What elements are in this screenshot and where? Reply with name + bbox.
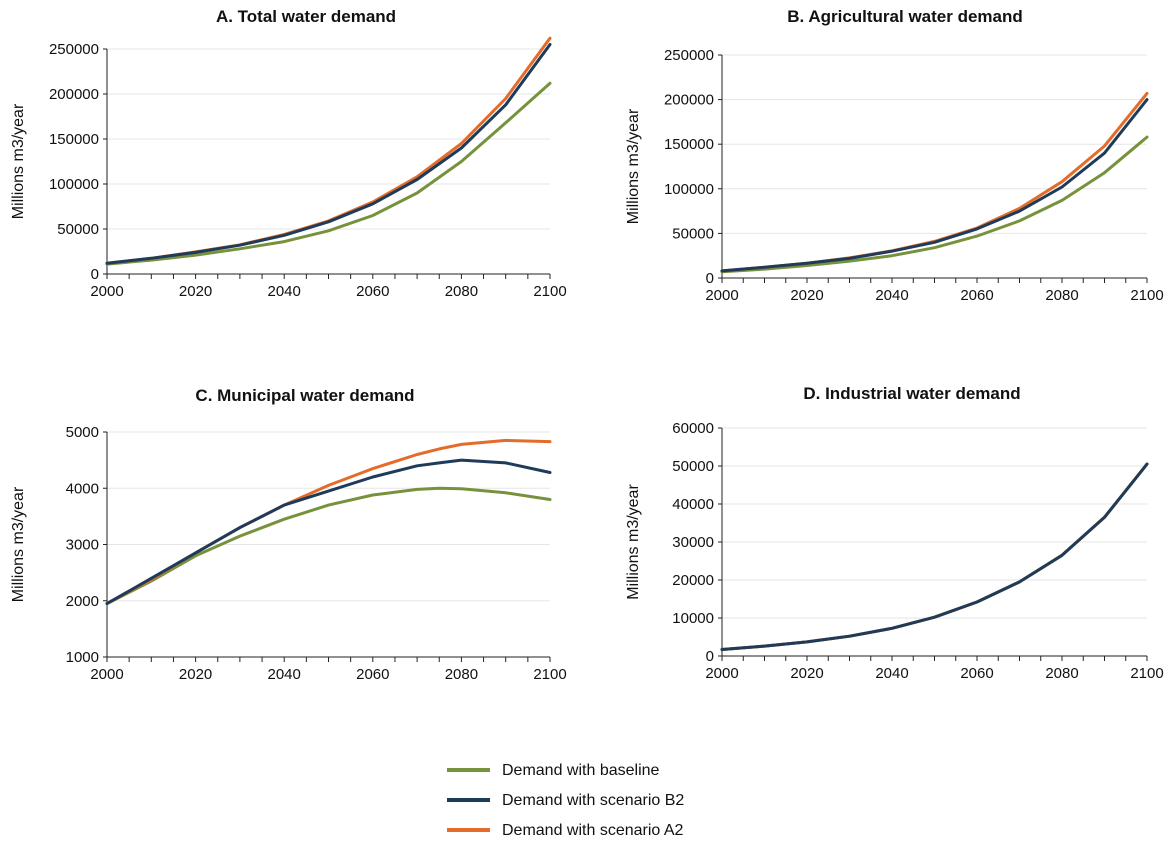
series-line-a2	[720, 462, 1149, 651]
y-tick-label: 50000	[672, 225, 714, 242]
x-tick-label: 2100	[1130, 665, 1163, 682]
x-tick-label: 2080	[445, 283, 478, 300]
y-axis-label: Millions m3/year	[625, 484, 642, 600]
series-line-a2	[720, 91, 1149, 273]
y-tick-label: 200000	[49, 86, 99, 103]
x-tick-label: 2040	[875, 287, 908, 304]
series-line-baseline	[105, 486, 552, 606]
series-line-b2	[105, 458, 552, 606]
series-line-baseline	[720, 135, 1149, 274]
x-tick-label: 2000	[705, 665, 738, 682]
x-tick-label: 2060	[960, 665, 993, 682]
chart-panel-c: C. Municipal water demand100020003000400…	[10, 386, 567, 683]
x-tick-label: 2100	[1130, 287, 1163, 304]
y-tick-label: 3000	[66, 537, 99, 554]
legend-label-baseline: Demand with baseline	[502, 762, 660, 779]
series-line-a2	[105, 438, 552, 606]
series-line-baseline	[720, 462, 1149, 651]
chart-title: C. Municipal water demand	[195, 386, 414, 405]
x-tick-label: 2060	[960, 287, 993, 304]
x-tick-label: 2000	[90, 666, 123, 683]
x-tick-label: 2000	[705, 287, 738, 304]
series-line-b2	[105, 43, 552, 265]
y-tick-label: 0	[706, 270, 714, 287]
y-axis-label: Millions m3/year	[625, 108, 642, 224]
y-tick-label: 50000	[672, 458, 714, 475]
chart-panels: A. Total water demand0500001000001500002…	[10, 7, 1164, 683]
chart-title: D. Industrial water demand	[803, 384, 1020, 403]
y-tick-label: 200000	[664, 92, 714, 109]
chart-panel-a: A. Total water demand 0 50000 100000 150000 2…	[10, 7, 567, 300]
y-tick-label: 100000	[49, 176, 99, 193]
chart-title: A. Total water demand	[216, 7, 396, 26]
x-tick-label: 2100	[533, 666, 566, 683]
x-tick-label: 2020	[790, 665, 823, 682]
legend-label-b2: Demand with scenario B2	[502, 792, 684, 809]
y-tick-label: 1000	[66, 649, 99, 666]
y-axis-label: Millions m3/year	[10, 103, 27, 219]
y-tick-label: 5000	[66, 424, 99, 441]
y-tick-label: 250000	[49, 41, 99, 58]
chart-panel-d: D. Industrial water demand 0 10000 20000 300…	[625, 384, 1164, 682]
series-line-b2	[720, 462, 1149, 651]
series-line-b2	[720, 98, 1149, 273]
x-tick-label: 2080	[1045, 665, 1078, 682]
legend: Demand with baseline Demand with scenario…	[447, 762, 684, 839]
x-tick-label: 2020	[790, 287, 823, 304]
x-tick-label: 2100	[533, 283, 566, 300]
x-tick-label: 2000	[90, 283, 123, 300]
x-tick-label: 2060	[356, 666, 389, 683]
y-tick-label: 150000	[49, 131, 99, 148]
x-tick-label: 2080	[445, 666, 478, 683]
x-tick-label: 2020	[179, 283, 212, 300]
y-tick-label: 0	[91, 266, 99, 283]
legend-label-a2: Demand with scenario A2	[502, 822, 684, 839]
y-tick-label: 50000	[57, 221, 99, 238]
y-tick-label: 100000	[664, 181, 714, 198]
chart-title: B. Agricultural water demand	[787, 7, 1023, 26]
x-tick-label: 2040	[268, 283, 301, 300]
y-tick-label: 30000	[672, 534, 714, 551]
y-tick-label: 150000	[664, 136, 714, 153]
series-line-baseline	[105, 81, 552, 266]
x-tick-label: 2020	[179, 666, 212, 683]
x-tick-label: 2080	[1045, 287, 1078, 304]
x-tick-label: 2040	[875, 665, 908, 682]
y-tick-label: 250000	[664, 47, 714, 64]
y-tick-label: 0	[706, 648, 714, 665]
x-tick-label: 2040	[268, 666, 301, 683]
y-tick-label: 2000	[66, 593, 99, 610]
chart-panel-b: B. Agricultural water demand 0 50000 100000…	[625, 7, 1164, 304]
x-tick-label: 2060	[356, 283, 389, 300]
y-tick-label: 40000	[672, 496, 714, 513]
y-tick-label: 60000	[672, 420, 714, 437]
y-tick-label: 10000	[672, 610, 714, 627]
y-tick-label: 4000	[66, 480, 99, 497]
y-axis-label: Millions m3/year	[10, 486, 27, 602]
y-tick-label: 20000	[672, 572, 714, 589]
